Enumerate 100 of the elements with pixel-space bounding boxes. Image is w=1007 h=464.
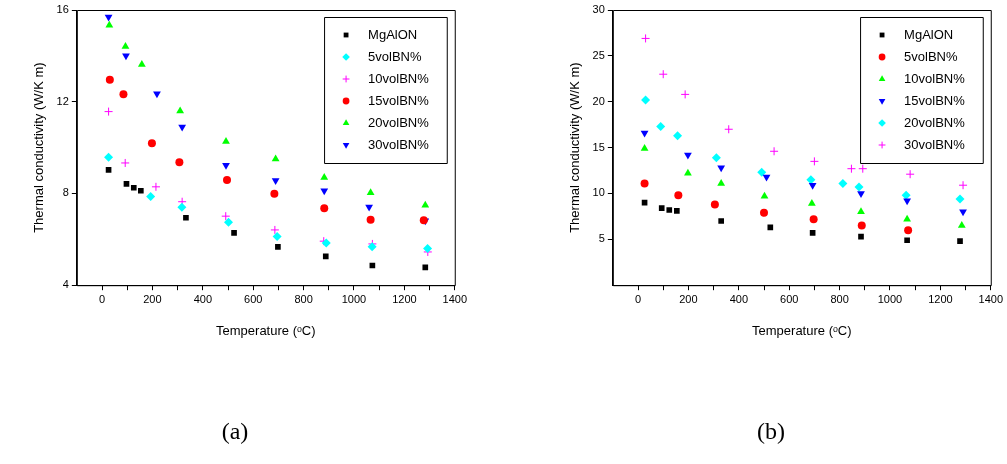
- point: [760, 208, 769, 217]
- point: [808, 182, 817, 190]
- point: [104, 152, 114, 162]
- x-tick-label: 200: [679, 292, 698, 305]
- x-tick-label: 1400: [978, 292, 1004, 305]
- y-tick-label: 20: [592, 94, 605, 107]
- point: [769, 146, 779, 156]
- point: [137, 60, 146, 67]
- point: [684, 152, 692, 160]
- point: [105, 20, 114, 28]
- point: [222, 136, 230, 144]
- point: [838, 178, 848, 188]
- point: [767, 224, 774, 231]
- legend-label: 30volBN%: [368, 136, 430, 152]
- y-tick-label: 12: [56, 94, 69, 107]
- point: [904, 237, 910, 244]
- point: [105, 75, 114, 84]
- legend-label: 20volBN%: [904, 114, 966, 130]
- point: [718, 218, 724, 224]
- point: [223, 175, 231, 184]
- point: [674, 208, 680, 214]
- point: [673, 131, 683, 141]
- legend-label: 20volBN%: [368, 114, 430, 130]
- point: [176, 106, 185, 114]
- point: [320, 204, 329, 213]
- legend-label: 30volBN%: [904, 136, 966, 152]
- point: [684, 168, 692, 176]
- point: [846, 164, 856, 174]
- point: [105, 167, 112, 173]
- legend-label: 10volBN%: [904, 70, 966, 86]
- point: [809, 230, 816, 236]
- point: [222, 163, 230, 170]
- point: [270, 189, 279, 198]
- x-tick-label: 1200: [392, 292, 417, 305]
- point: [153, 91, 161, 99]
- point: [674, 191, 683, 200]
- point: [366, 188, 375, 196]
- point: [757, 167, 767, 177]
- point: [857, 207, 865, 215]
- y-tick-label: 8: [62, 186, 69, 199]
- point: [138, 187, 144, 194]
- legend-label: MgAlON: [368, 26, 418, 42]
- point: [957, 238, 963, 244]
- point: [809, 215, 818, 224]
- x-tick-label: 1000: [341, 292, 367, 305]
- point: [175, 158, 184, 167]
- x-tick-label: 1200: [928, 292, 953, 305]
- y-axis-title: Thermal conductivity (W/K m): [31, 62, 47, 233]
- point: [130, 184, 137, 191]
- point: [710, 200, 719, 209]
- point: [147, 139, 156, 148]
- x-tick-label: 400: [729, 292, 748, 305]
- y-tick-label: 25: [592, 48, 605, 61]
- point: [640, 130, 649, 138]
- point: [658, 205, 665, 211]
- x-tick-label: 1000: [877, 292, 903, 305]
- x-tick-label: 600: [780, 292, 799, 305]
- point: [320, 188, 329, 196]
- x-axis-title: Temperature (ᵒC): [216, 322, 316, 338]
- point: [121, 41, 130, 49]
- point: [272, 232, 282, 242]
- point: [958, 180, 968, 190]
- x-axis-title: Temperature (ᵒC): [752, 322, 852, 338]
- legend-label: 15volBN%: [368, 92, 430, 108]
- point: [271, 178, 280, 185]
- point: [901, 190, 911, 200]
- point: [271, 154, 280, 162]
- point: [123, 181, 130, 187]
- point: [151, 182, 161, 192]
- y-tick-label: 16: [56, 3, 69, 16]
- point: [224, 217, 234, 227]
- x-tick-label: 800: [294, 292, 313, 305]
- point: [178, 124, 187, 132]
- y-tick-label: 5: [598, 232, 605, 245]
- point: [120, 158, 130, 168]
- point: [858, 164, 868, 174]
- point: [711, 153, 721, 163]
- x-tick-label: 400: [193, 292, 212, 305]
- legend-label: MgAlON: [904, 26, 954, 42]
- y-tick-label: 30: [592, 3, 605, 16]
- point: [807, 199, 816, 206]
- point: [857, 191, 865, 198]
- point: [177, 202, 187, 212]
- y-axis-title: Thermal conductivity (W/K m): [567, 62, 583, 233]
- point: [275, 244, 281, 250]
- point: [183, 214, 189, 221]
- point: [366, 215, 375, 224]
- point: [656, 122, 666, 131]
- text: (a): [220, 418, 250, 445]
- point: [854, 182, 864, 192]
- point: [717, 178, 726, 186]
- point: [104, 14, 113, 22]
- point: [365, 204, 373, 212]
- point: [724, 124, 734, 134]
- point: [957, 221, 966, 228]
- point: [904, 226, 913, 235]
- legend-label: 10volBN%: [368, 70, 430, 86]
- point: [119, 90, 128, 99]
- legend-label: 5volBN%: [904, 48, 958, 64]
- point: [641, 95, 651, 105]
